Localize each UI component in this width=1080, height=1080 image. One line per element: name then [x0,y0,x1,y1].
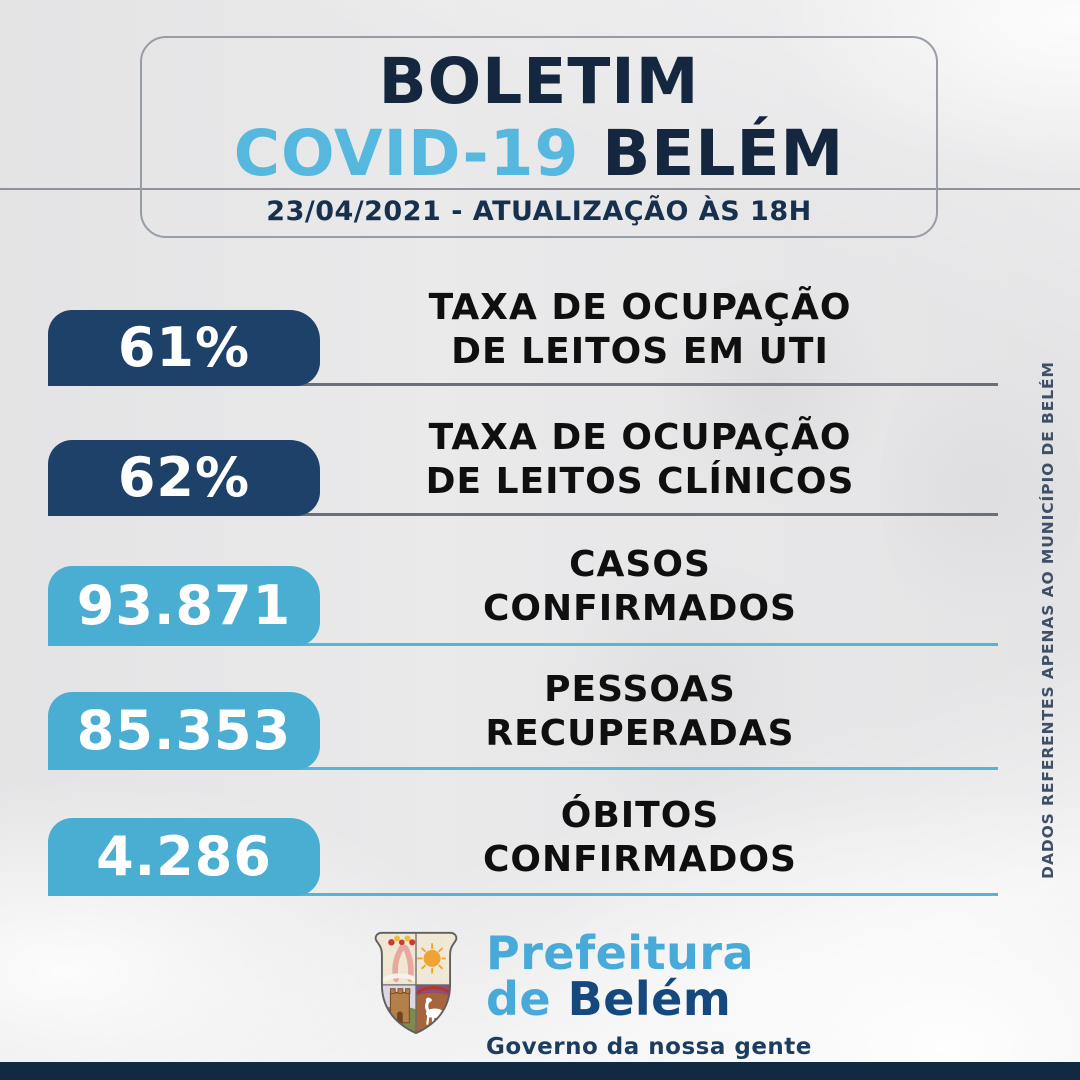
stat-label-line2: RECUPERADAS [485,713,795,754]
stat-row-deaths: 4.286 ÓBITOS CONFIRMADOS [0,795,1080,896]
page-title: BOLETIM COVID-19 BELÉM [142,46,936,190]
org-de: de [486,972,568,1026]
org-wordmark: Prefeitura de Belém Governo da nossa gen… [486,930,812,1060]
stat-value: 85.353 [76,699,292,762]
title-line2: COVID-19 BELÉM [142,118,936,190]
row-divider-line [48,513,998,516]
stat-label-line2: DE LEITOS CLÍNICOS [425,461,855,502]
title-line1: BOLETIM [378,45,700,118]
stat-label-recovered: PESSOAS RECUPERADAS [340,660,940,764]
stat-label-line2: CONFIRMADOS [483,588,797,629]
title-city: BELÉM [579,117,845,190]
stat-pill-confirmed-cases: 93.871 [48,566,320,646]
stat-row-uti-occupancy: 61% TAXA DE OCUPAÇÃO DE LEITOS EM UTI [0,287,1080,386]
stat-row-recovered: 85.353 PESSOAS RECUPERADAS [0,669,1080,770]
stat-row-confirmed-cases: 93.871 CASOS CONFIRMADOS [0,544,1080,646]
header-card: BOLETIM COVID-19 BELÉM 23/04/2021 - ATUA… [140,36,938,238]
header-divider-line [0,188,1080,190]
org-name-line1: Prefeitura [486,926,755,980]
stat-label-line1: PESSOAS [544,669,736,710]
footer-navy-bar [0,1062,1080,1080]
stat-label-clinical-occupancy: TAXA DE OCUPAÇÃO DE LEITOS CLÍNICOS [340,410,940,510]
stat-label-uti-occupancy: TAXA DE OCUPAÇÃO DE LEITOS EM UTI [340,280,940,380]
row-divider-line [48,893,998,896]
stat-label-line1: TAXA DE OCUPAÇÃO [428,287,852,328]
row-divider-line [48,767,998,770]
stat-value: 61% [117,316,251,379]
municipality-disclaimer: DADOS REFERENTES APENAS AO MUNICÍPIO DE … [1039,361,1057,879]
stat-pill-recovered: 85.353 [48,692,320,770]
org-tagline: Governo da nossa gente [486,1034,812,1060]
stat-label-deaths: ÓBITOS CONFIRMADOS [340,786,940,890]
stat-pill-clinical-occupancy: 62% [48,440,320,516]
stat-value: 4.286 [96,825,272,888]
stat-label-line1: TAXA DE OCUPAÇÃO [428,417,852,458]
belem-coat-of-arms-icon [374,931,458,1035]
stat-value: 62% [117,446,251,509]
org-city: Belém [567,972,732,1026]
stat-row-clinical-occupancy: 62% TAXA DE OCUPAÇÃO DE LEITOS CLÍNICOS [0,417,1080,516]
title-covid: COVID-19 [233,117,580,190]
row-divider-line [48,383,998,386]
stat-label-line1: ÓBITOS [560,795,720,836]
stat-label-confirmed-cases: CASOS CONFIRMADOS [340,534,940,640]
org-name-line2: de Belém [486,976,812,1022]
row-divider-line [48,643,998,646]
stat-label-line2: CONFIRMADOS [483,839,797,880]
stat-value: 93.871 [76,574,292,637]
stat-label-line1: CASOS [569,544,711,585]
stat-label-line2: DE LEITOS EM UTI [451,331,829,372]
stat-pill-uti-occupancy: 61% [48,310,320,386]
update-date: 23/04/2021 - ATUALIZAÇÃO ÀS 18H [266,196,812,227]
stat-pill-deaths: 4.286 [48,818,320,896]
